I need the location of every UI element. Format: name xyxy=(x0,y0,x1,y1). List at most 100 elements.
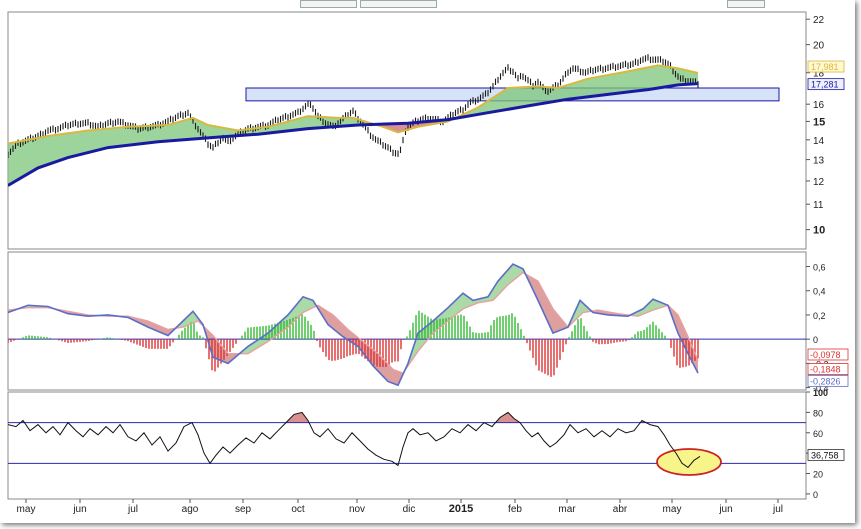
trend-fill xyxy=(594,77,596,97)
macd-fill xyxy=(164,327,166,335)
trend-fill xyxy=(26,139,28,175)
macd-fill xyxy=(254,341,256,351)
trend-fill xyxy=(160,125,162,142)
signal-line xyxy=(8,271,699,374)
macd-fill xyxy=(512,264,514,282)
trend-fill xyxy=(226,128,228,137)
toolbar-fragment xyxy=(300,0,357,8)
macd-fill xyxy=(508,267,510,285)
macd-fill xyxy=(550,303,552,331)
trend-fill xyxy=(270,125,272,133)
trend-fill xyxy=(56,134,58,162)
trend-fill xyxy=(512,87,514,109)
trend-fill xyxy=(658,65,660,88)
trend-fill xyxy=(636,69,638,91)
trend-fill xyxy=(576,81,578,99)
trend-fill xyxy=(118,127,120,147)
macd-fill xyxy=(454,299,456,317)
trend-fill xyxy=(278,123,280,132)
macd-fill xyxy=(306,297,308,312)
macd-fill xyxy=(548,299,550,327)
trend-fill xyxy=(22,140,24,178)
trend-fill xyxy=(190,118,192,140)
x-tick-label: feb xyxy=(508,504,522,515)
trend-fill xyxy=(288,120,290,131)
macd-fill xyxy=(304,297,306,313)
trend-fill xyxy=(80,131,82,155)
macd-fill xyxy=(654,299,656,310)
price-tick-label: 10 xyxy=(813,225,825,237)
trend-fill xyxy=(134,126,136,145)
trend-fill xyxy=(628,70,630,92)
price-tick-label: 16 xyxy=(813,100,825,111)
trend-fill xyxy=(570,83,572,99)
trend-fill xyxy=(230,128,232,137)
highlight-ellipse xyxy=(656,448,722,476)
x-tick-label: sep xyxy=(235,504,252,515)
trend-fill xyxy=(598,76,600,96)
toolbar-fragment xyxy=(360,0,437,8)
trend-fill xyxy=(346,117,348,126)
trend-fill xyxy=(168,124,170,141)
trend-fill xyxy=(670,67,672,87)
macd-fill xyxy=(298,300,300,318)
trend-fill xyxy=(106,128,108,149)
macd-fill xyxy=(330,313,332,328)
trend-fill xyxy=(644,67,646,91)
trend-fill xyxy=(622,72,624,93)
macd-tick-label: -0,4 xyxy=(813,384,829,394)
trend-fill xyxy=(46,136,48,166)
x-tick-label: jun xyxy=(72,504,86,515)
macd-fill xyxy=(658,301,660,309)
trend-fill xyxy=(162,125,164,142)
price-value-label: 17,981 xyxy=(811,62,839,72)
trend-fill xyxy=(222,127,224,137)
trend-fill xyxy=(128,126,130,146)
macd-fill xyxy=(392,368,394,384)
macd-fill xyxy=(328,311,330,327)
price-y-axis: 22 20 18 16 15 14 13 12 11 10 17,981 17,281 xyxy=(806,15,845,237)
trend-fill xyxy=(624,71,626,93)
trend-fill xyxy=(308,116,310,129)
trend-fill xyxy=(506,87,508,110)
macd-fill xyxy=(414,339,416,358)
trend-fill xyxy=(184,119,186,140)
trend-fill xyxy=(30,139,32,173)
trend-fill xyxy=(16,141,18,181)
macd-fill xyxy=(252,342,254,352)
macd-fill xyxy=(558,314,560,332)
trend-fill xyxy=(626,71,628,93)
macd-fill xyxy=(346,327,348,340)
x-tick-label: abr xyxy=(613,504,628,515)
x-tick-label: mar xyxy=(558,504,576,515)
trend-fill xyxy=(110,128,112,148)
rsi-value-label: 36,758 xyxy=(811,450,839,460)
trend-fill xyxy=(490,98,492,113)
rsi-panel-frame xyxy=(7,391,807,500)
trend-fill xyxy=(504,89,506,110)
trend-fill xyxy=(400,123,402,132)
trend-fill xyxy=(500,91,502,111)
macd-value-label: -0,0978 xyxy=(810,350,841,360)
trend-fill xyxy=(482,103,484,114)
macd-fill xyxy=(680,319,682,342)
price-panel: 22 20 18 16 15 14 13 12 11 10 17,981 17,281 xyxy=(7,11,845,250)
trend-fill xyxy=(394,123,396,132)
macd-fill xyxy=(248,345,250,354)
trend-fill xyxy=(112,128,114,148)
macd-fill xyxy=(150,321,152,329)
macd-fill xyxy=(258,338,260,348)
macd-fill xyxy=(162,326,164,334)
trend-fill xyxy=(638,68,640,91)
x-axis: may jun jul ago sep oct nov dic 2015 feb mar abr may… xyxy=(17,499,783,515)
trend-fill xyxy=(508,87,510,110)
trend-fill xyxy=(652,66,654,89)
trend-fill xyxy=(90,130,92,153)
macd-fill xyxy=(332,314,334,330)
price-tick-label: 11 xyxy=(813,200,824,211)
macd-fill xyxy=(556,312,558,332)
x-tick-label: dic xyxy=(403,504,416,515)
trend-fill xyxy=(560,86,562,101)
trend-fill xyxy=(282,122,284,132)
